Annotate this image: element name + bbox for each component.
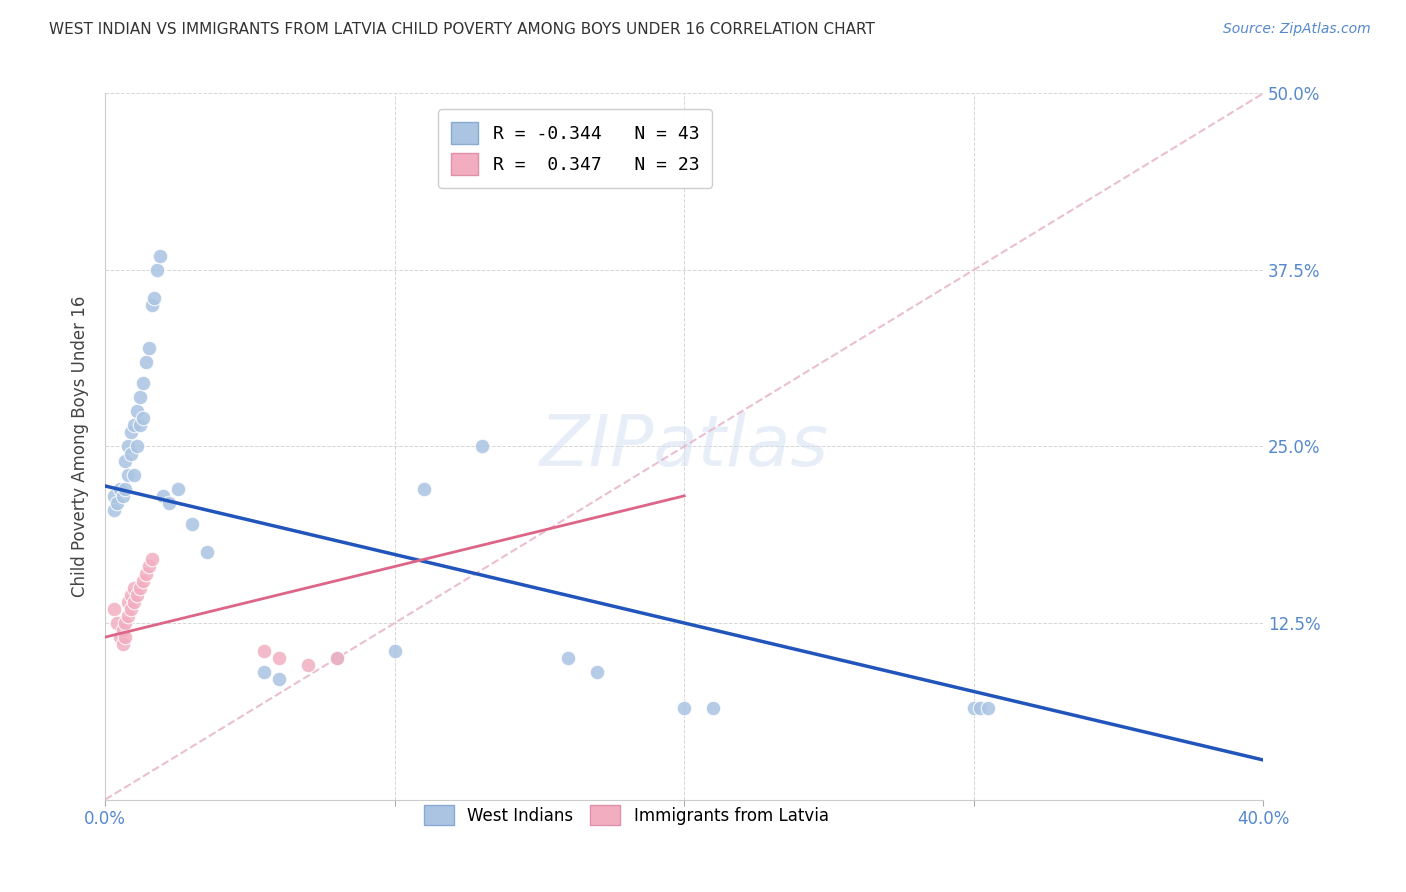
- Point: [129, 390, 152, 404]
- Point: [108, 630, 131, 644]
- Point: [103, 602, 125, 616]
- Point: [125, 439, 148, 453]
- Point: [132, 574, 155, 588]
- Point: [105, 496, 128, 510]
- Point: [120, 446, 142, 460]
- Point: [111, 489, 134, 503]
- Point: [297, 658, 319, 673]
- Point: [103, 503, 125, 517]
- Point: [117, 439, 139, 453]
- Point: [138, 559, 160, 574]
- Point: [132, 376, 155, 390]
- Point: [120, 425, 142, 440]
- Point: [267, 651, 290, 665]
- Point: [141, 298, 163, 312]
- Point: [977, 700, 1000, 714]
- Point: [673, 700, 696, 714]
- Point: [103, 489, 125, 503]
- Point: [149, 249, 172, 263]
- Legend: West Indians, Immigrants from Latvia: West Indians, Immigrants from Latvia: [416, 797, 837, 833]
- Point: [412, 482, 434, 496]
- Point: [135, 566, 157, 581]
- Point: [114, 615, 136, 630]
- Point: [132, 411, 155, 425]
- Point: [146, 263, 169, 277]
- Text: Source: ZipAtlas.com: Source: ZipAtlas.com: [1223, 22, 1371, 37]
- Point: [125, 404, 148, 418]
- Point: [111, 623, 134, 637]
- Point: [117, 608, 139, 623]
- Point: [122, 467, 145, 482]
- Point: [253, 644, 276, 658]
- Point: [122, 595, 145, 609]
- Point: [122, 581, 145, 595]
- Point: [135, 354, 157, 368]
- Point: [138, 341, 160, 355]
- Y-axis label: Child Poverty Among Boys Under 16: Child Poverty Among Boys Under 16: [72, 296, 89, 597]
- Point: [557, 651, 579, 665]
- Point: [114, 630, 136, 644]
- Point: [129, 581, 152, 595]
- Point: [969, 700, 991, 714]
- Point: [181, 517, 204, 532]
- Point: [152, 489, 174, 503]
- Point: [143, 291, 166, 305]
- Point: [120, 602, 142, 616]
- Point: [963, 700, 986, 714]
- Point: [384, 644, 406, 658]
- Point: [141, 552, 163, 566]
- Point: [108, 482, 131, 496]
- Point: [267, 673, 290, 687]
- Point: [114, 482, 136, 496]
- Point: [195, 545, 218, 559]
- Point: [129, 418, 152, 433]
- Text: ZIPatlas: ZIPatlas: [540, 412, 828, 481]
- Point: [125, 588, 148, 602]
- Point: [326, 651, 349, 665]
- Point: [471, 439, 494, 453]
- Point: [111, 637, 134, 651]
- Point: [702, 700, 724, 714]
- Point: [122, 418, 145, 433]
- Point: [253, 665, 276, 680]
- Point: [117, 595, 139, 609]
- Point: [157, 496, 180, 510]
- Point: [114, 453, 136, 467]
- Point: [166, 482, 188, 496]
- Point: [120, 588, 142, 602]
- Point: [117, 467, 139, 482]
- Point: [326, 651, 349, 665]
- Text: WEST INDIAN VS IMMIGRANTS FROM LATVIA CHILD POVERTY AMONG BOYS UNDER 16 CORRELAT: WEST INDIAN VS IMMIGRANTS FROM LATVIA CH…: [49, 22, 875, 37]
- Point: [105, 615, 128, 630]
- Point: [586, 665, 609, 680]
